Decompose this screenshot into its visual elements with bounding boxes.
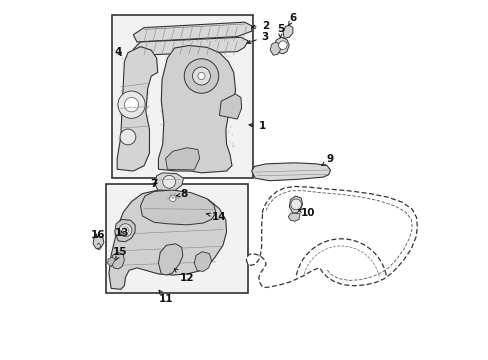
Text: 1: 1 [248, 121, 265, 131]
Polygon shape [158, 45, 235, 173]
Text: 14: 14 [205, 212, 225, 221]
Circle shape [120, 129, 136, 145]
Polygon shape [140, 190, 215, 225]
Polygon shape [194, 252, 211, 271]
Polygon shape [274, 37, 289, 54]
Polygon shape [246, 186, 416, 288]
Polygon shape [133, 22, 251, 42]
Bar [106, 184, 247, 293]
Circle shape [167, 193, 178, 204]
Polygon shape [93, 235, 104, 249]
Polygon shape [115, 220, 135, 242]
Bar [112, 15, 253, 178]
Text: 11: 11 [158, 290, 173, 304]
Circle shape [119, 224, 132, 237]
Polygon shape [283, 25, 292, 39]
Text: 3: 3 [247, 32, 268, 44]
Text: 10: 10 [298, 208, 315, 218]
Text: 8: 8 [176, 189, 187, 199]
Text: 9: 9 [321, 154, 333, 166]
Circle shape [192, 67, 210, 85]
Text: 5: 5 [276, 24, 284, 37]
Circle shape [290, 199, 301, 210]
Text: 6: 6 [288, 13, 296, 26]
Polygon shape [133, 37, 247, 55]
Circle shape [169, 195, 176, 202]
Text: 13: 13 [115, 228, 129, 238]
Circle shape [198, 72, 204, 80]
Circle shape [163, 175, 175, 188]
Polygon shape [117, 46, 158, 171]
Text: 12: 12 [174, 269, 194, 283]
Polygon shape [270, 42, 280, 55]
Text: 7: 7 [150, 179, 158, 189]
Circle shape [122, 227, 128, 233]
Text: 15: 15 [112, 247, 127, 260]
Polygon shape [158, 244, 183, 275]
Polygon shape [287, 213, 300, 221]
Circle shape [118, 91, 145, 118]
Text: 2: 2 [251, 21, 268, 31]
Circle shape [184, 59, 218, 93]
Circle shape [278, 41, 286, 49]
Text: 16: 16 [91, 230, 105, 239]
Polygon shape [109, 190, 226, 289]
Polygon shape [111, 252, 124, 269]
Polygon shape [165, 148, 199, 170]
Polygon shape [251, 163, 330, 181]
Polygon shape [107, 257, 115, 267]
Polygon shape [155, 173, 183, 193]
Text: 4: 4 [115, 46, 122, 57]
Circle shape [124, 98, 139, 112]
Polygon shape [289, 196, 302, 213]
Polygon shape [219, 94, 241, 119]
